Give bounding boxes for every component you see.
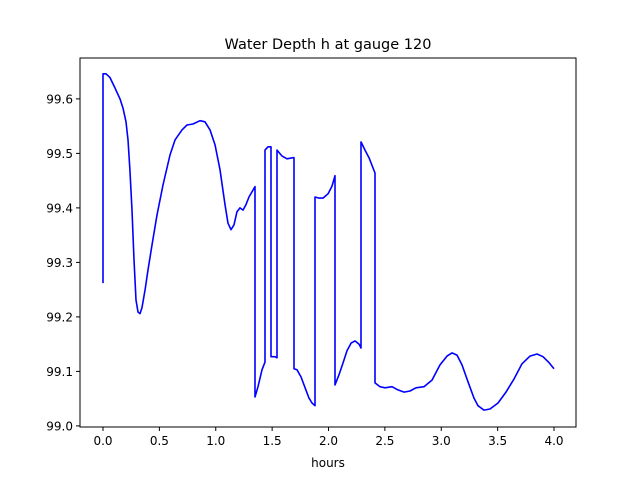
y-tick-label: 99.0 — [46, 419, 73, 433]
x-tick-label: 3.5 — [488, 434, 507, 448]
x-tick-label: 3.0 — [432, 434, 451, 448]
y-tick-label: 99.3 — [46, 256, 73, 270]
x-tick-label: 0.5 — [150, 434, 169, 448]
x-tick-label: 1.0 — [206, 434, 225, 448]
y-tick-label: 99.4 — [46, 201, 73, 215]
chart-title: Water Depth h at gauge 120 — [225, 37, 432, 53]
series-line-h — [102, 73, 555, 411]
y-tick-label: 99.5 — [46, 147, 73, 161]
axes-frame — [79, 57, 577, 428]
x-tick-label: 2.5 — [375, 434, 394, 448]
x-axis-label: hours — [311, 456, 345, 470]
y-tick-label: 99.6 — [46, 92, 73, 106]
y-tick-label: 99.1 — [46, 365, 73, 379]
x-tick-label: 0.0 — [93, 434, 112, 448]
x-tick-label: 2.0 — [319, 434, 338, 448]
x-tick-label: 1.5 — [263, 434, 282, 448]
y-tick-label: 99.2 — [46, 310, 73, 324]
x-tick-label: 4.0 — [544, 434, 563, 448]
